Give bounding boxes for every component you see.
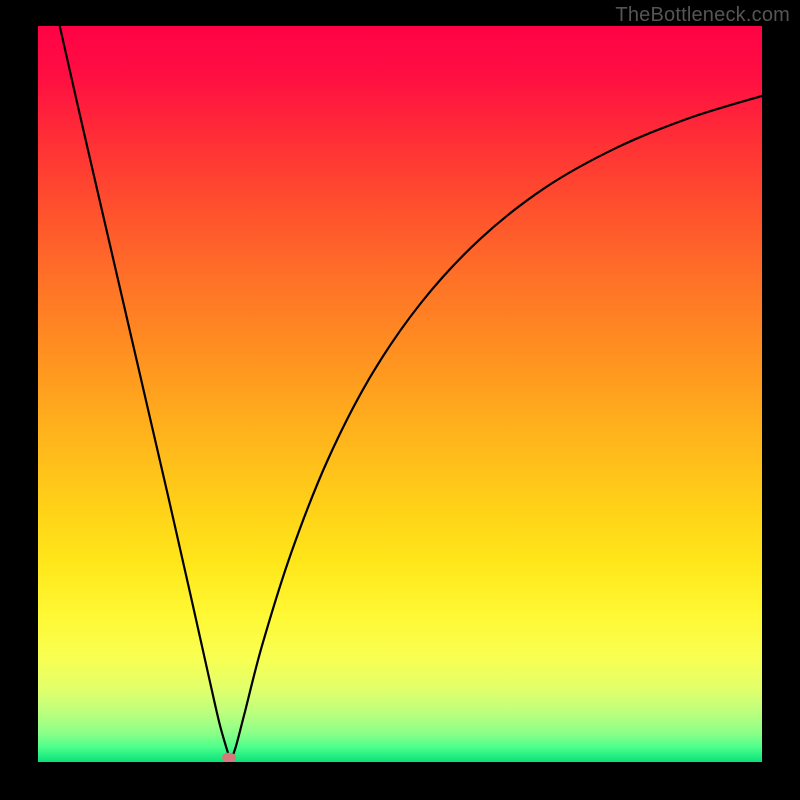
- plot-frame: [38, 26, 762, 762]
- source-watermark: TheBottleneck.com: [615, 4, 790, 27]
- curve-left-branch: [60, 26, 231, 761]
- bottleneck-curve: [38, 26, 762, 762]
- chart-container: TheBottleneck.com: [0, 0, 800, 800]
- curve-right-branch: [231, 96, 762, 761]
